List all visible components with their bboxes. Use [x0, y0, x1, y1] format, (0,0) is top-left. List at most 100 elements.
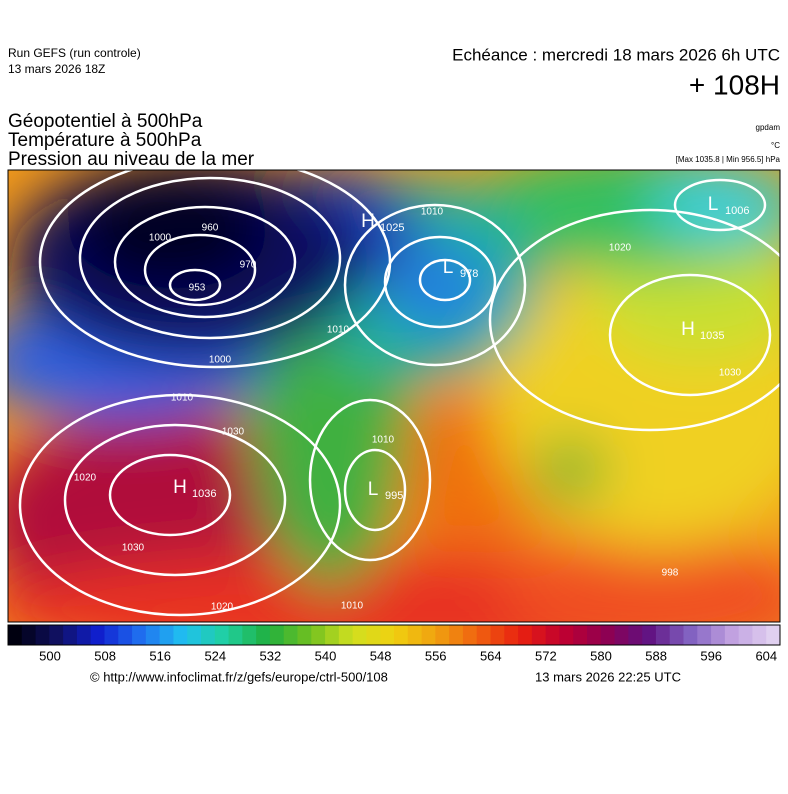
colorbar-cell — [462, 625, 478, 645]
colorbar-cell — [63, 625, 78, 645]
colorbar-cell — [21, 625, 37, 645]
map-labels: H 1025 L 978 L 1006 H 1035 H 1036 L 995 953 960 970 100… — [74, 194, 750, 613]
colorbar-label: 556 — [425, 648, 447, 663]
isobar-label: 1000 — [209, 355, 232, 366]
colorbar-cell — [711, 625, 726, 645]
isobar — [383, 235, 497, 329]
center-value: 995 — [385, 490, 403, 502]
temp-area — [650, 170, 780, 240]
map-frame — [7, 169, 781, 623]
colorbar-frame — [7, 624, 781, 646]
colorbar-cell — [738, 625, 753, 645]
isobar-label: 1020 — [609, 243, 632, 254]
colorbar-cell — [587, 625, 602, 645]
isobars — [18, 170, 780, 617]
colorbar-cell — [449, 625, 464, 645]
isobar-label: 1010 — [421, 207, 444, 218]
isobar-label: 1010 — [327, 325, 350, 336]
colorbar-cell — [76, 625, 92, 645]
isobar — [343, 448, 407, 532]
run: Run GEFS (run controle) — [8, 46, 141, 60]
colorbar-label: 588 — [645, 648, 667, 663]
valid-time: Echéance : mercredi 18 mars 2026 6h UTC — [452, 45, 780, 64]
isobar-label: 1020 — [74, 473, 97, 484]
colorbar-cell — [104, 625, 119, 645]
colorbar-cell — [214, 625, 230, 645]
colorbar-cell — [90, 625, 105, 645]
colorbar-label: 572 — [535, 648, 557, 663]
temp-area — [385, 245, 495, 335]
colorbar-cell — [352, 625, 367, 645]
colorbar-cell — [766, 625, 781, 645]
unit: gpdam — [756, 123, 781, 132]
colorbar-cell — [724, 625, 740, 645]
colorbar-cell — [545, 625, 560, 645]
colorbar-cell — [435, 625, 450, 645]
colorbar-cell — [256, 625, 271, 645]
isobar-label: 960 — [202, 223, 219, 234]
colorbar-cell — [518, 625, 533, 645]
isobar-label: 953 — [189, 283, 206, 294]
colorbar-cell — [490, 625, 505, 645]
colorbar-label: 508 — [94, 648, 116, 663]
colorbar-cell — [242, 625, 257, 645]
isobar — [168, 268, 222, 302]
colorbar-cell — [118, 625, 133, 645]
colorbar-cell — [173, 625, 188, 645]
center-value: 1025 — [380, 222, 404, 234]
colorbar-label: 532 — [260, 648, 282, 663]
colorbar-cell — [283, 625, 298, 645]
run-date: 13 mars 2026 18Z — [8, 62, 105, 76]
colorbar-cell — [187, 625, 202, 645]
colorbar-cell — [201, 625, 216, 645]
colorbar-cell — [504, 625, 519, 645]
isobar-label: 1000 — [149, 233, 172, 244]
center-symbol: L — [708, 194, 719, 215]
temperature-field — [8, 170, 780, 622]
center-value: 1035 — [700, 330, 724, 342]
center-symbol: H — [173, 477, 187, 498]
footer-url: © http://www.infoclimat.fr/z/gefs/europe… — [90, 669, 388, 684]
colorbar: 500 508 516 524 532 540 548 556 564 572 580 588 596 6… — [7, 624, 781, 663]
isobar-label: 1010 — [171, 393, 194, 404]
isobar — [78, 176, 342, 340]
temp-area — [70, 170, 270, 290]
lead-time: + 108H — [689, 69, 780, 100]
colorbar-cell — [159, 625, 174, 645]
colorbar-cell — [297, 625, 312, 645]
center-value: 1036 — [192, 488, 216, 500]
colorbar-cell — [531, 625, 547, 645]
colorbar-cell — [614, 625, 629, 645]
colorbar-cell — [669, 625, 684, 645]
isobar — [108, 453, 232, 537]
center-symbol: H — [361, 211, 375, 232]
colorbar-label: 580 — [590, 648, 612, 663]
colorbar-cell — [8, 625, 23, 645]
isobar — [608, 273, 772, 397]
colorbar-cell — [228, 625, 243, 645]
colorbar-cell — [35, 625, 50, 645]
colorbar-label: 596 — [700, 648, 722, 663]
colorbar-cell — [683, 625, 698, 645]
colorbar-cell — [655, 625, 671, 645]
colorbar-cell — [366, 625, 381, 645]
colorbar-label: 564 — [480, 648, 502, 663]
isobar — [673, 178, 767, 232]
colorbar-cell — [145, 625, 161, 645]
isobar — [308, 398, 432, 562]
isobar — [143, 233, 257, 307]
colorbar-cell — [559, 625, 574, 645]
isobar-label: 998 — [662, 568, 679, 579]
colorbar-cell — [628, 625, 643, 645]
center-value: 1006 — [725, 205, 749, 217]
isobar — [63, 423, 287, 577]
isobar-label: 970 — [240, 260, 257, 271]
isobar-label: 1030 — [719, 368, 742, 379]
isobar — [488, 208, 780, 432]
map: H 1025 L 978 L 1006 H 1035 H 1036 L 995 953 960 970 100… — [8, 170, 780, 622]
isobar — [418, 258, 472, 302]
isobar-label: 1010 — [341, 601, 364, 612]
center-symbol: H — [681, 319, 695, 340]
colorbar-cell — [697, 625, 712, 645]
